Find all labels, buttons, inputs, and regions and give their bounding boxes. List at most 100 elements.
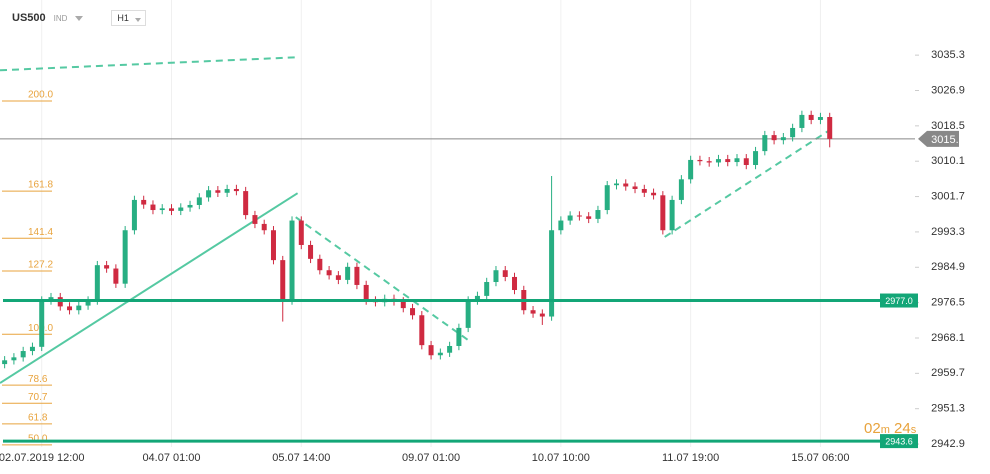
candle-body [94, 265, 100, 301]
candle-body [688, 159, 694, 180]
candle-body [122, 230, 128, 284]
x-tick-label: 04.07 01:00 [142, 452, 200, 464]
x-tick-label: 10.07 10:00 [532, 452, 590, 464]
y-tick-label: 2976.5 [931, 297, 965, 309]
candle-body [474, 295, 480, 301]
candle-body [67, 306, 73, 311]
candle-body [808, 114, 814, 120]
candle-body [298, 220, 304, 245]
y-tick-label: 3035.3 [931, 49, 965, 61]
candle-body [771, 135, 777, 141]
candle-body [345, 266, 351, 280]
candle-body [530, 310, 536, 314]
candle-body [734, 158, 740, 163]
candle-body [20, 351, 26, 358]
candle-body [243, 191, 249, 216]
candle-body [419, 315, 425, 346]
y-tick-label: 2959.7 [931, 367, 965, 379]
seconds-unit: s [910, 424, 917, 436]
candle-body [669, 199, 675, 231]
candle-body [261, 223, 267, 231]
candle-body [539, 313, 545, 317]
dropdown-caret[interactable] [75, 15, 84, 21]
y-tick-label: 2984.9 [931, 261, 965, 273]
y-tick-label: 3010.1 [931, 155, 965, 167]
level-tag [880, 293, 918, 308]
candle-body [456, 327, 462, 346]
candle-body [437, 352, 443, 356]
candle-body [428, 345, 434, 356]
candle-body [335, 275, 341, 280]
candle-body [512, 276, 518, 291]
candle-body [799, 114, 805, 128]
candle-body [558, 220, 564, 231]
candle-body [502, 270, 508, 277]
y-tick-label: 2993.3 [931, 226, 965, 238]
level-tag [880, 434, 918, 449]
symbol[interactable]: US500 [12, 12, 46, 24]
fib-label: 200.0 [28, 90, 53, 101]
candle-body [595, 210, 601, 219]
y-tick-label: 2942.9 [931, 438, 965, 450]
candle-body [790, 127, 796, 138]
candle-body [613, 183, 619, 186]
candle-body [2, 360, 8, 365]
minutes-unit: m [880, 424, 890, 436]
candle-body [280, 260, 286, 301]
candle-body [632, 186, 638, 189]
fib-label: 61.8 [28, 412, 48, 423]
x-tick-label: 11.07 19:00 [662, 452, 719, 464]
candle-body [549, 230, 555, 317]
fib-label: 141.4 [28, 227, 53, 238]
trend-line [0, 56, 298, 72]
candle-body [196, 197, 202, 205]
candle-body [270, 230, 276, 261]
candle-body [317, 258, 323, 271]
candle-body [233, 188, 239, 192]
candle-body [410, 308, 416, 316]
trend-line [0, 192, 299, 384]
toolbar: US500 IND H1 [12, 10, 146, 26]
candle-body [706, 161, 712, 163]
candle-body [678, 179, 684, 200]
candle-body [817, 117, 823, 120]
y-tick-label: 3018.5 [931, 120, 965, 132]
candle-body [206, 190, 212, 198]
timeframe[interactable]: H1 [111, 10, 146, 26]
y-tick-label: 3026.9 [931, 84, 965, 96]
minutes: 02 [864, 420, 881, 437]
candle-body [150, 204, 156, 211]
fib-label: 78.6 [28, 374, 48, 385]
candle-body [289, 220, 295, 301]
candle-body [780, 137, 786, 141]
candle-body [178, 207, 184, 211]
candle-body [39, 300, 45, 347]
y-tick-label: 2951.3 [931, 403, 965, 415]
x-tick-label: 09.07 01:00 [402, 452, 460, 464]
candle-body [141, 199, 147, 205]
candle-body [762, 135, 768, 152]
y-tick-label: 2968.1 [931, 332, 965, 344]
candle-body [169, 208, 175, 211]
candle-body [215, 190, 221, 193]
level-label: 2943.6 [885, 436, 913, 446]
candle-body [725, 159, 731, 163]
candle-body [484, 282, 490, 296]
x-tick-label: 05.07 14:00 [272, 452, 330, 464]
x-tick-label: 02.07.2019 12:00 [0, 452, 85, 464]
candle-body [641, 188, 647, 193]
candle-body [753, 151, 759, 165]
trend-line [295, 216, 469, 341]
candle-body [11, 357, 17, 361]
candle-body [400, 301, 406, 309]
candle-body [363, 284, 369, 301]
fib-label: 50.0 [28, 434, 48, 445]
trend-line [664, 129, 831, 238]
level-label: 2977.0 [885, 296, 913, 306]
market: IND [53, 13, 68, 23]
current-price-label: 3015.4 [931, 134, 965, 146]
candle-body [697, 159, 703, 162]
candle-body [493, 270, 499, 283]
candle-body [465, 300, 471, 328]
countdown: 02m 24s [864, 420, 916, 437]
